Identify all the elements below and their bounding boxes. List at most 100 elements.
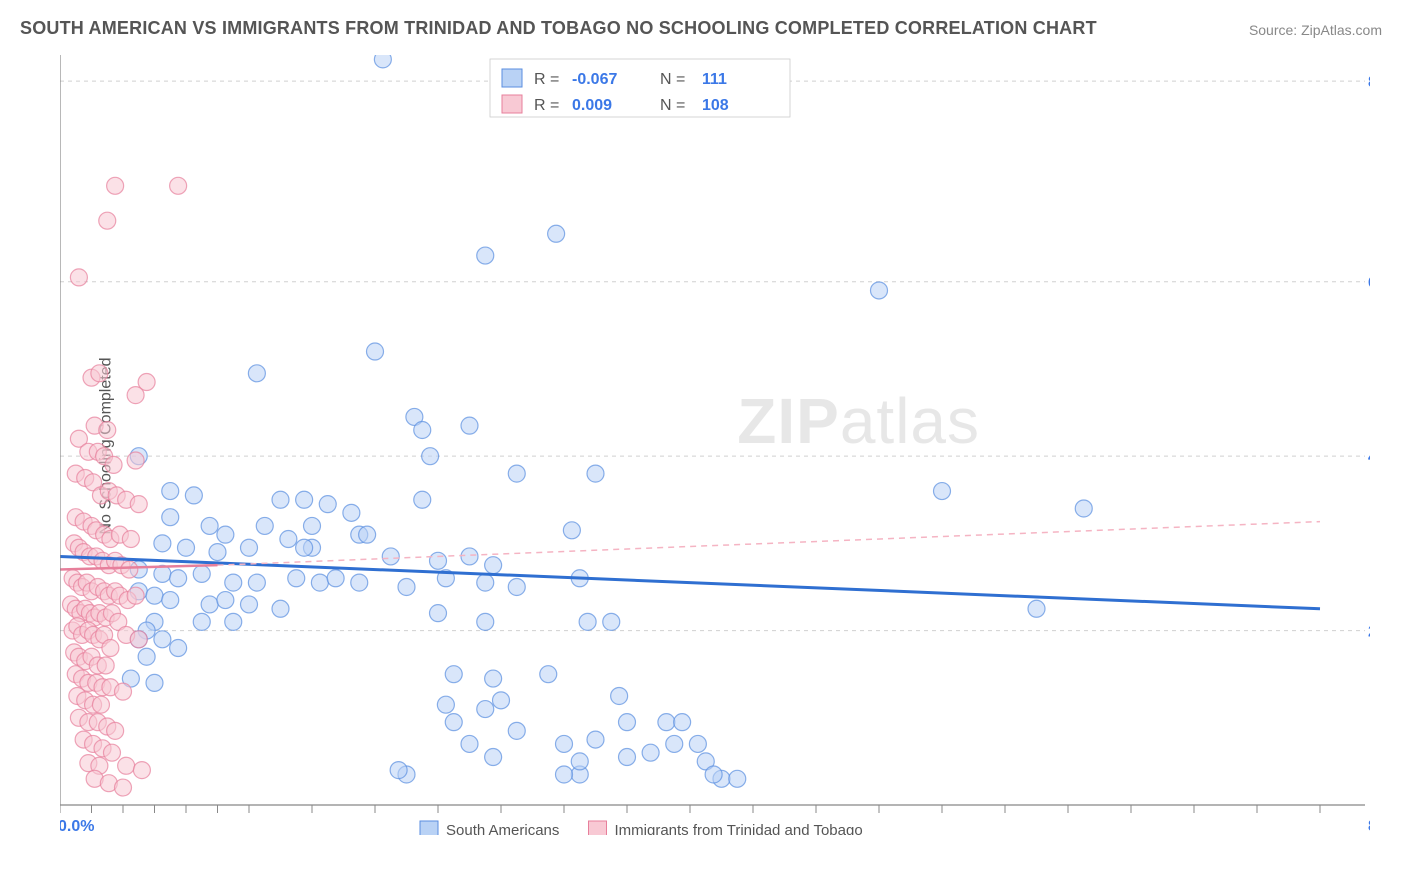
legend-swatch xyxy=(420,821,438,835)
data-point xyxy=(548,225,565,242)
data-point xyxy=(280,531,297,548)
data-point xyxy=(296,491,313,508)
data-point xyxy=(127,452,144,469)
data-point xyxy=(563,522,580,539)
chart-source: Source: ZipAtlas.com xyxy=(1249,22,1382,38)
data-point xyxy=(170,177,187,194)
data-point xyxy=(619,714,636,731)
data-point xyxy=(382,548,399,565)
data-point xyxy=(201,517,218,534)
data-point xyxy=(248,365,265,382)
data-point xyxy=(241,596,258,613)
data-point xyxy=(107,177,124,194)
legend-label: Immigrants from Trinidad and Tobago xyxy=(615,822,863,835)
data-point xyxy=(311,574,328,591)
data-point xyxy=(99,422,116,439)
svg-text:0.0%: 0.0% xyxy=(60,818,94,835)
data-point xyxy=(130,631,147,648)
data-point xyxy=(603,613,620,630)
data-point xyxy=(127,587,144,604)
data-point xyxy=(241,539,258,556)
data-point xyxy=(127,387,144,404)
data-point xyxy=(170,570,187,587)
data-point xyxy=(225,613,242,630)
data-point xyxy=(587,465,604,482)
legend-swatch xyxy=(502,69,522,87)
data-point xyxy=(619,749,636,766)
chart-title: SOUTH AMERICAN VS IMMIGRANTS FROM TRINID… xyxy=(20,18,1097,39)
trend-line-pink-dash xyxy=(218,522,1321,566)
svg-text:R =: R = xyxy=(534,97,559,114)
data-point xyxy=(185,487,202,504)
data-point xyxy=(103,744,120,761)
data-point xyxy=(485,557,502,574)
legend-swatch xyxy=(589,821,607,835)
data-point xyxy=(105,456,122,473)
svg-text:R =: R = xyxy=(534,71,559,88)
data-point xyxy=(556,735,573,752)
data-point xyxy=(445,666,462,683)
data-point xyxy=(477,701,494,718)
data-point xyxy=(1028,600,1045,617)
data-point xyxy=(146,587,163,604)
data-point xyxy=(296,539,313,556)
data-point xyxy=(934,483,951,500)
data-point xyxy=(374,55,391,68)
data-point xyxy=(107,722,124,739)
svg-text:80.0%: 80.0% xyxy=(1368,818,1370,835)
data-point xyxy=(319,496,336,513)
data-point xyxy=(97,657,114,674)
data-point xyxy=(170,640,187,657)
data-point xyxy=(398,578,415,595)
data-point xyxy=(477,247,494,264)
data-point xyxy=(343,504,360,521)
data-point xyxy=(201,596,218,613)
data-point xyxy=(430,605,447,622)
data-point xyxy=(611,687,628,704)
data-point xyxy=(256,517,273,534)
scatter-chart: 2.0%4.0%6.0%8.0%ZIPatlas0.0%80.0%R =-0.0… xyxy=(60,55,1370,835)
data-point xyxy=(437,696,454,713)
svg-text:6.0%: 6.0% xyxy=(1368,275,1370,292)
data-point xyxy=(121,561,138,578)
data-point xyxy=(729,770,746,787)
data-point xyxy=(390,762,407,779)
data-point xyxy=(587,731,604,748)
data-point xyxy=(154,535,171,552)
data-point xyxy=(162,509,179,526)
data-point xyxy=(705,766,722,783)
legend-swatch xyxy=(502,95,522,113)
data-point xyxy=(209,544,226,561)
data-point xyxy=(217,526,234,543)
data-point xyxy=(178,539,195,556)
data-point xyxy=(414,491,431,508)
data-point xyxy=(225,574,242,591)
data-point xyxy=(99,212,116,229)
data-point xyxy=(91,365,108,382)
data-point xyxy=(666,735,683,752)
data-point xyxy=(288,570,305,587)
data-point xyxy=(327,570,344,587)
svg-text:-0.067: -0.067 xyxy=(572,71,617,88)
data-point xyxy=(193,613,210,630)
svg-text:N =: N = xyxy=(660,97,685,114)
data-point xyxy=(508,578,525,595)
data-point xyxy=(556,766,573,783)
data-point xyxy=(359,526,376,543)
svg-text:111: 111 xyxy=(702,71,727,88)
data-point xyxy=(461,417,478,434)
data-point xyxy=(508,722,525,739)
data-point xyxy=(102,640,119,657)
data-point xyxy=(272,600,289,617)
data-point xyxy=(658,714,675,731)
legend-label: South Americans xyxy=(446,822,559,835)
data-point xyxy=(217,592,234,609)
data-point xyxy=(130,496,147,513)
data-point xyxy=(508,465,525,482)
data-point xyxy=(146,674,163,691)
data-point xyxy=(461,735,478,752)
data-point xyxy=(871,282,888,299)
data-point xyxy=(422,448,439,465)
data-point xyxy=(70,269,87,286)
data-point xyxy=(304,517,321,534)
